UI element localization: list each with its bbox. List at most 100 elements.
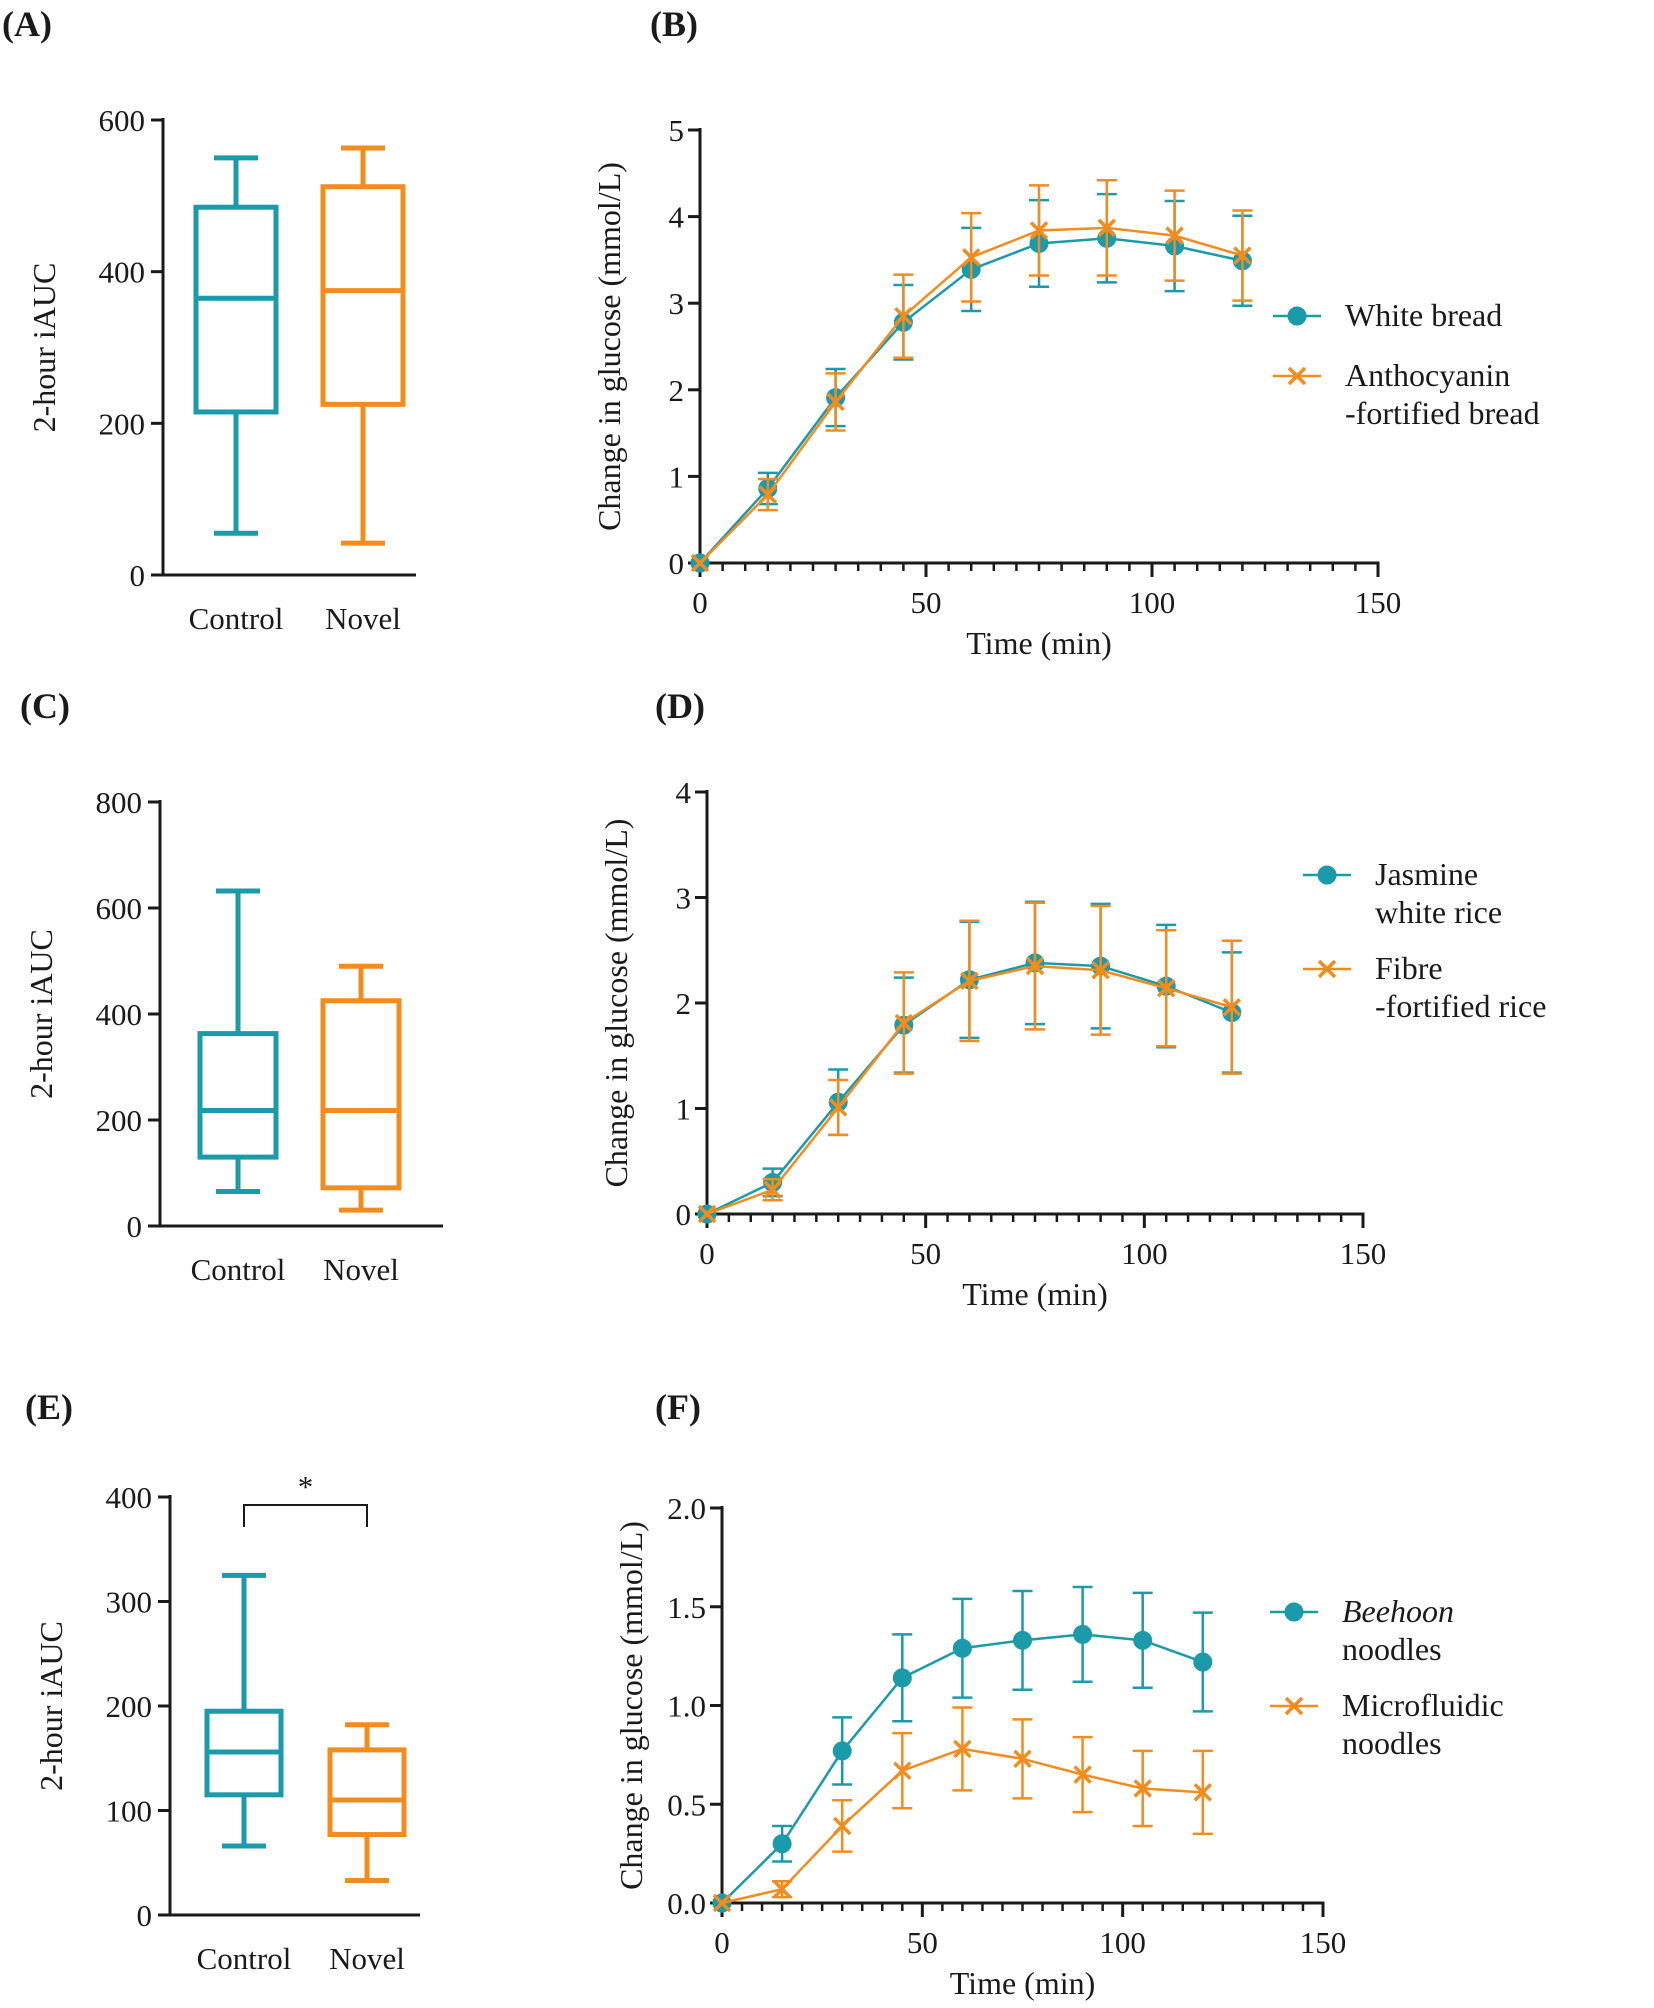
box-novel [327,1722,407,1884]
data-point [828,1098,848,1117]
panel-a: (A) 0 200 400 600 2-hour iAUC Control Novel [2,4,416,636]
data-point [763,1180,782,1199]
data-point [960,971,979,991]
x-tick-label: 50 [910,1236,941,1271]
x-axis-title: Time (min) [950,1965,1096,2001]
marker-stroke [1029,221,1049,240]
legend-label: Microfluidic [1342,1687,1504,1723]
marker-stroke [1287,366,1307,386]
y-tick-label: 3 [676,881,692,916]
y-tick-label: 4 [676,775,692,810]
legend-label: Anthocyanin [1345,357,1510,393]
y-tick-label: 0.0 [667,1886,706,1921]
data-point [1222,997,1242,1017]
data-point [832,1816,852,1836]
marker-stroke [1025,956,1045,976]
y-tick-label: 0 [127,1209,143,1244]
data-point [952,1638,972,1658]
panel-c: (C) 0 200 400 600 800 2-hour iAUC Control Novel [20,686,443,1287]
marker-stroke [763,1180,782,1199]
panel-label: (A) [2,4,52,44]
data-point [1013,1630,1032,1650]
y-tick-label: 100 [106,1794,153,1829]
box-iqr [327,1747,407,1838]
box-iqr [197,1031,279,1160]
data-point [892,1668,912,1688]
marker-stroke [1133,1779,1152,1798]
x-category-label: Control [191,1252,286,1287]
marker-stroke [1073,1765,1092,1784]
marker-stroke [953,1739,972,1759]
panel-b: (B) 0 50 100 150 0 1 2 3 4 5 Time (min) Change in gl… [591,4,1540,661]
y-tick-label: 1 [676,1092,692,1127]
data-point [758,485,778,504]
x-axis-title: Time (min) [962,1276,1108,1312]
y-tick-label: 400 [106,1480,153,1515]
x-axis-title: Time (min) [966,625,1112,661]
box-iqr [320,998,402,1191]
panel-f: (F) 0 50 100 150 0.0 0.5 1.0 1.5 2.0 Time (min) Cha… [613,1387,1504,2001]
marker-stroke [1317,959,1337,979]
y-tick-label: 1 [669,459,685,494]
legend-label: noodles [1342,1631,1442,1667]
x-tick-label: 0 [692,585,708,620]
marker-stroke [697,1204,717,1224]
legend-label: noodles [1342,1725,1442,1761]
y-tick-label: 800 [96,785,143,820]
data-point [1284,1602,1304,1622]
x-category-label: Control [197,1941,292,1976]
data-point [1133,1779,1152,1798]
data-point [1073,1765,1092,1784]
legend-label: -fortified rice [1375,988,1546,1024]
x-tick-label: 100 [1129,585,1176,620]
x-tick-label: 150 [1300,1925,1347,1960]
data-point [1025,956,1045,976]
marker-stroke [894,306,913,326]
y-tick-label: 2.0 [667,1491,706,1526]
box-control [204,1572,284,1849]
box-control [197,888,279,1195]
series-novel [690,178,1253,573]
data-point [1317,865,1337,885]
y-tick-label: 2 [669,373,685,408]
marker-stroke [1222,997,1242,1017]
data-point [894,1013,914,1033]
y-axis-title: Change in glucose (mmol/L) [598,819,634,1188]
marker-stroke [894,1013,914,1033]
box-novel [320,145,406,546]
marker-stroke [893,1761,912,1780]
legend-label: -fortified bread [1345,395,1540,431]
y-tick-label: 0 [676,1197,692,1232]
data-point [1091,961,1110,980]
x-tick-label: 150 [1340,1236,1387,1271]
data-point [1193,1652,1213,1672]
y-tick-label: 0 [137,1898,153,1933]
data-point [826,392,845,412]
y-tick-label: 1.0 [667,1689,706,1724]
y-tick-label: 1.5 [667,1590,706,1625]
x-tick-label: 50 [911,585,942,620]
data-point [697,1204,717,1224]
data-point [961,248,981,267]
box-iqr [320,184,406,407]
data-point [1073,1624,1093,1644]
marker-stroke [832,1816,852,1836]
panel-label: (F) [655,1387,701,1427]
data-point [1284,1696,1304,1716]
panel-label: (C) [20,686,70,726]
marker-stroke [1156,978,1176,998]
legend-label: Fibre [1375,950,1443,986]
legend-label: white rice [1375,894,1502,930]
data-point [1287,366,1307,386]
data-point [953,1739,972,1759]
y-tick-label: 4 [669,200,685,235]
marker-stroke [1165,226,1184,245]
marker-stroke [712,1893,732,1913]
y-tick-label: 400 [99,255,146,290]
x-category-label: Novel [325,601,401,636]
y-tick-label: 200 [106,1689,153,1724]
y-tick-label: 0 [669,546,685,581]
data-point [894,306,913,326]
